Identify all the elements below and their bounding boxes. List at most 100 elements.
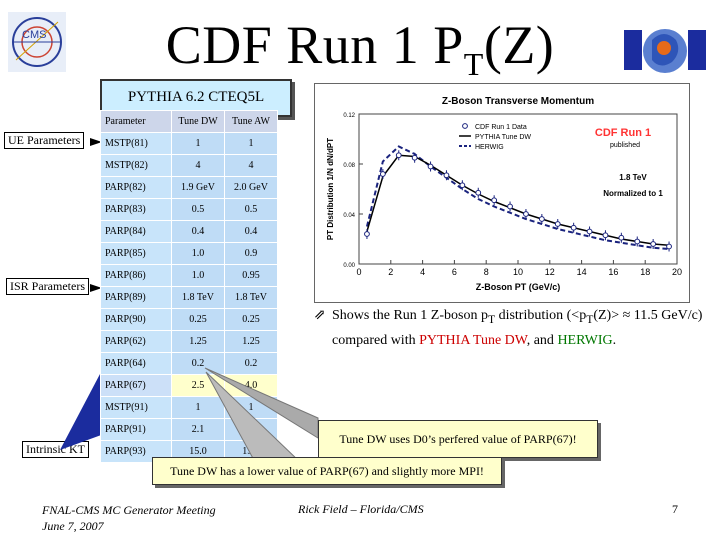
data-point bbox=[507, 203, 513, 210]
parameter-name-cell: PARP(84) bbox=[100, 220, 172, 243]
data-point bbox=[395, 152, 402, 159]
legend-herwig: HERWIG bbox=[475, 144, 504, 151]
tune-dw-cell: 0.2 bbox=[171, 352, 225, 375]
parameter-name-cell: PARP(86) bbox=[100, 264, 172, 287]
data-point bbox=[523, 211, 529, 217]
tune-aw-cell: 4 bbox=[224, 154, 278, 177]
data-point bbox=[538, 216, 545, 222]
herwig-line bbox=[365, 145, 670, 250]
x-tick-label: 4 bbox=[420, 267, 425, 277]
data-point bbox=[364, 231, 370, 237]
tune-aw-cell: 0.95 bbox=[224, 264, 278, 287]
x-tick-label: 10 bbox=[513, 267, 523, 277]
tune-dw-cell: 1 bbox=[171, 132, 225, 155]
table-row: MSTP(81) 1 1 bbox=[100, 132, 278, 155]
parameter-name-cell: MSTP(81) bbox=[100, 132, 172, 155]
data-point bbox=[586, 228, 593, 235]
data-point bbox=[570, 224, 577, 231]
tune-dw-cell: 0.5 bbox=[171, 198, 225, 221]
slide-title: CDF Run 1 PT(Z) bbox=[165, 15, 555, 82]
parameter-name-cell: PARP(62) bbox=[100, 330, 172, 353]
x-tick-label: 2 bbox=[388, 267, 393, 277]
data-point bbox=[666, 243, 672, 250]
data-point bbox=[618, 234, 625, 241]
tune-dw-cell: 1.0 bbox=[171, 264, 225, 287]
header-parameter: Parameter bbox=[100, 110, 172, 133]
y-tick-label: 0.08 bbox=[343, 163, 355, 169]
x-tick-label: 6 bbox=[452, 267, 457, 277]
data-point bbox=[491, 197, 498, 204]
annotation-cdf-run1: CDF Run 1 bbox=[595, 127, 651, 139]
table-row: PARP(64) 0.2 0.2 bbox=[100, 352, 278, 375]
pythia-tune-dw-text: PYTHIA Tune DW bbox=[419, 332, 527, 348]
florida-logo-icon bbox=[624, 29, 706, 73]
tune-aw-cell: 0.25 bbox=[224, 308, 278, 331]
table-row: PARP(82) 1.9 GeV 2.0 GeV bbox=[100, 176, 278, 199]
table-row: PARP(90) 0.25 0.25 bbox=[100, 308, 278, 331]
y-axis-label: PT Distribution 1/N dN/dPT bbox=[326, 138, 335, 240]
data-point bbox=[443, 172, 450, 179]
data-point bbox=[427, 163, 434, 170]
parameter-name-cell: PARP(83) bbox=[100, 198, 172, 221]
parameter-name-cell: PARP(91) bbox=[100, 418, 172, 441]
parameter-name-cell: PARP(82) bbox=[100, 176, 172, 199]
tune-aw-cell: 0.4 bbox=[224, 220, 278, 243]
tune-dw-cell: 0.4 bbox=[171, 220, 225, 243]
ue-pointer-icon bbox=[90, 138, 102, 146]
tune-aw-cell: 1 bbox=[224, 132, 278, 155]
tune-dw-cell: 1.9 GeV bbox=[171, 176, 225, 199]
z-pt-chart: Z-Boson Transverse Momentum 0.00 0.04 0.08 0… bbox=[314, 83, 690, 303]
data-point bbox=[554, 221, 561, 227]
tune-aw-cell: 0.9 bbox=[224, 242, 278, 265]
parameter-name-cell: PARP(64) bbox=[100, 352, 172, 375]
d0-callout: Tune DW uses D0’s perfered value of PARP… bbox=[318, 420, 598, 458]
x-tick-label: 16 bbox=[608, 267, 618, 277]
table-header-row: Parameter Tune DW Tune AW bbox=[100, 110, 278, 133]
x-axis-label: Z-Boson PT (GeV/c) bbox=[476, 282, 561, 292]
chart-title: Z-Boson Transverse Momentum bbox=[442, 96, 594, 107]
data-point bbox=[411, 154, 418, 161]
cms-logo-icon: CMS bbox=[8, 12, 66, 72]
x-tick-label: 0 bbox=[356, 267, 361, 277]
data-point bbox=[475, 189, 482, 196]
footer-meeting: FNAL-CMS MC Generator Meeting June 7, 20… bbox=[42, 502, 216, 534]
meeting-date: June 7, 2007 bbox=[42, 519, 104, 533]
tune-dw-cell: 2.1 bbox=[171, 418, 225, 441]
annotation-normalized: Normalized to 1 bbox=[603, 189, 663, 198]
table-row: PARP(83) 0.5 0.5 bbox=[100, 198, 278, 221]
x-tick-label: 14 bbox=[577, 267, 587, 277]
legend-data: CDF Run 1 Data bbox=[475, 124, 527, 131]
tune-aw-cell: 1.25 bbox=[224, 330, 278, 353]
legend-data-marker bbox=[462, 123, 468, 129]
x-tick-label: 12 bbox=[545, 267, 555, 277]
table-row: PARP(86) 1.0 0.95 bbox=[100, 264, 278, 287]
tune-aw-cell: 0.5 bbox=[224, 198, 278, 221]
data-point bbox=[634, 238, 641, 245]
summary-bullet: ⇗ Shows the Run 1 Z-boson pT distributio… bbox=[314, 305, 704, 351]
tune-dw-cell: 4 bbox=[171, 154, 225, 177]
table-row: PARP(89) 1.8 TeV 1.8 TeV bbox=[100, 286, 278, 309]
table-row: MSTP(82) 4 4 bbox=[100, 154, 278, 177]
legend-dw: PYTHIA Tune DW bbox=[475, 134, 531, 141]
meeting-name: FNAL-CMS MC Generator Meeting bbox=[42, 503, 216, 517]
data-point bbox=[379, 171, 386, 177]
table-row: PARP(62) 1.25 1.25 bbox=[100, 330, 278, 353]
x-tick-label: 18 bbox=[640, 267, 650, 277]
data-point bbox=[650, 241, 657, 247]
y-tick-label: 0.12 bbox=[343, 113, 355, 119]
table-row: PARP(84) 0.4 0.4 bbox=[100, 220, 278, 243]
tune-aw-cell: 0.2 bbox=[224, 352, 278, 375]
tune-aw-cell: 2.0 GeV bbox=[224, 176, 278, 199]
x-tick-label: 20 bbox=[672, 267, 682, 277]
page-number: 7 bbox=[672, 502, 678, 516]
y-tick-label: 0.04 bbox=[343, 213, 355, 219]
parameter-name-cell: PARP(67) bbox=[100, 374, 172, 397]
isr-pointer-icon bbox=[90, 284, 102, 292]
bullet-arrow-icon: ⇗ bbox=[314, 308, 326, 323]
mpi-callout: Tune DW has a lower value of PARP(67) an… bbox=[152, 457, 502, 485]
tune-dw-cell: 1.8 TeV bbox=[171, 286, 225, 309]
footer-author: Rick Field – Florida/CMS bbox=[298, 502, 424, 516]
parameter-name-cell: MSTP(82) bbox=[100, 154, 172, 177]
herwig-text: HERWIG bbox=[557, 332, 613, 348]
